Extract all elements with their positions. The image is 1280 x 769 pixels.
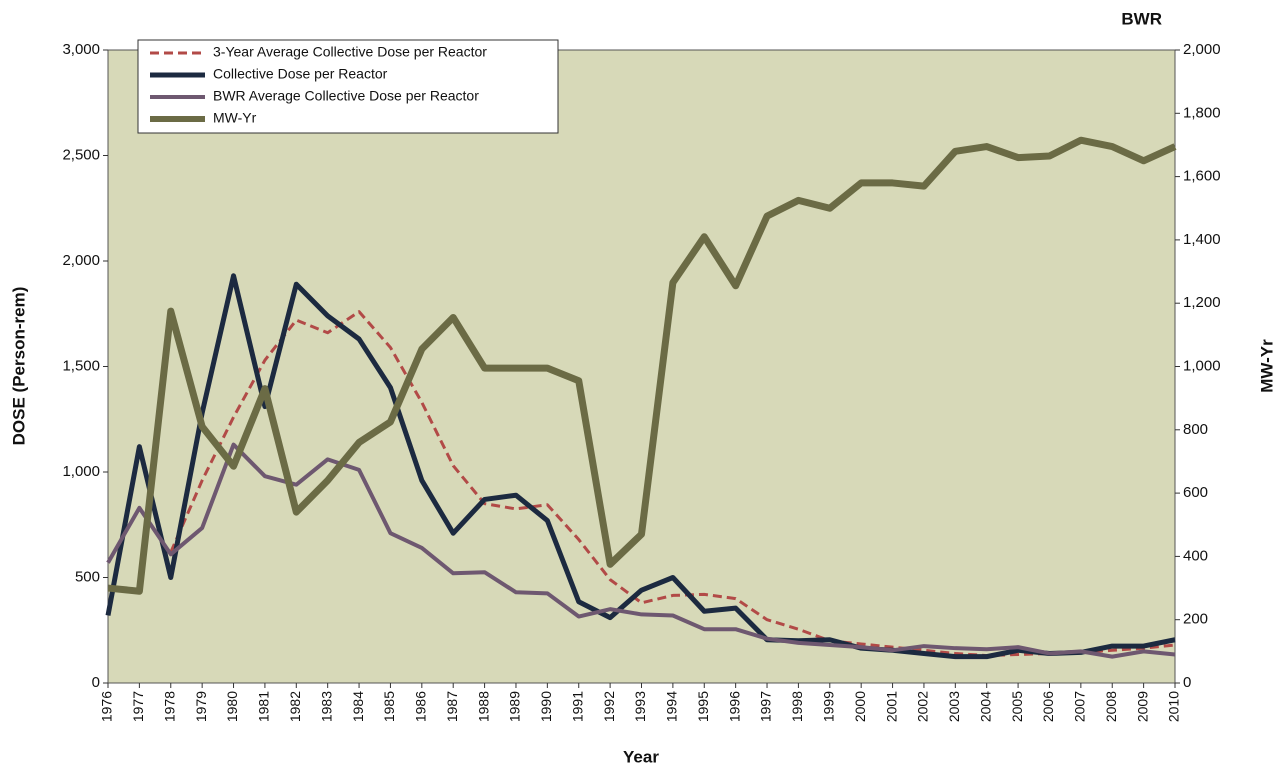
x-tick-label: 2001 <box>883 691 899 722</box>
x-tick-label: 1984 <box>350 691 366 722</box>
y-tick-label: 500 <box>75 568 100 585</box>
y2-tick-label: 400 <box>1183 547 1208 564</box>
x-tick-label: 1997 <box>758 691 774 722</box>
x-tick-label: 1979 <box>193 691 209 722</box>
x-tick-label: 1977 <box>130 691 146 722</box>
y2-tick-label: 2,000 <box>1183 41 1221 58</box>
marks <box>105 136 1177 660</box>
x-tick-label: 1990 <box>538 691 554 722</box>
y2-tick-label: 1,400 <box>1183 231 1221 248</box>
x-tick-label: 2000 <box>852 691 868 722</box>
x-tick-label: 2009 <box>1134 691 1150 722</box>
x-tick-label: 1994 <box>664 691 680 722</box>
x-tick-label: 2008 <box>1103 691 1119 722</box>
x-tick-label: 2002 <box>915 691 931 722</box>
y-tick-label: 1,000 <box>62 463 100 480</box>
x-tick-label: 1976 <box>99 691 115 722</box>
y-tick-label: 1,500 <box>62 357 100 374</box>
x-tick-label: 1983 <box>318 691 334 722</box>
y-tick-label: 0 <box>92 674 100 691</box>
x-tick-label: 1991 <box>569 691 585 722</box>
y2-tick-label: 600 <box>1183 484 1208 501</box>
y2-tick-label: 1,000 <box>1183 357 1221 374</box>
y-tick-label: 3,000 <box>62 41 100 58</box>
x-tick-label: 1996 <box>726 691 742 722</box>
x-tick-label: 2004 <box>977 691 993 722</box>
y2-tick-label: 1,600 <box>1183 168 1221 185</box>
y-axis-title: DOSE (Person-rem) <box>9 287 28 446</box>
x-tick-label: 1989 <box>507 691 523 722</box>
x-tick-label: 2003 <box>946 691 962 722</box>
plot-area <box>107 49 1176 684</box>
series-line <box>105 273 1176 660</box>
legend-label: 3-Year Average Collective Dose per React… <box>213 44 487 60</box>
x-tick-label: 1999 <box>820 691 836 722</box>
y-tick-label: 2,000 <box>62 252 100 269</box>
y2-tick-label: 1,800 <box>1183 104 1221 121</box>
legend-label: BWR Average Collective Dose per Reactor <box>213 88 479 104</box>
x-tick-label: 1980 <box>224 691 240 722</box>
x-tick-label: 1995 <box>695 691 711 722</box>
x-tick-label: 1987 <box>444 691 460 722</box>
x-tick-label: 1982 <box>287 691 303 722</box>
legend: 3-Year Average Collective Dose per React… <box>137 39 559 134</box>
y2-axis-title: MW-Yr <box>1257 339 1276 393</box>
y2-tick-label: 800 <box>1183 421 1208 438</box>
y2-tick-label: 200 <box>1183 611 1208 628</box>
x-tick-label: 2005 <box>1009 691 1025 722</box>
x-tick-label: 1988 <box>475 691 491 722</box>
x-tick-label: 1998 <box>789 691 805 722</box>
y-tick-label: 2,500 <box>62 146 100 163</box>
x-tick-label: 2006 <box>1040 691 1056 722</box>
x-tick-label: 1986 <box>413 691 429 722</box>
y2-tick-label: 0 <box>1183 674 1191 691</box>
legend-label: Collective Dose per Reactor <box>213 66 388 82</box>
x-tick-label: 1993 <box>632 691 648 722</box>
x-tick-label: 1992 <box>601 691 617 722</box>
x-tick-label: 1981 <box>256 691 272 722</box>
x-tick-label: 1978 <box>161 691 177 722</box>
chart-title: BWR <box>1121 9 1162 28</box>
x-tick-label: 1985 <box>381 691 397 722</box>
x-tick-label: 2010 <box>1166 691 1182 722</box>
series-line <box>107 136 1177 595</box>
x-axis-title: Year <box>623 747 659 766</box>
legend-box <box>137 39 559 134</box>
legend-label: MW-Yr <box>213 110 257 126</box>
x-tick-label: 2007 <box>1072 691 1088 722</box>
y2-tick-label: 1,200 <box>1183 294 1221 311</box>
